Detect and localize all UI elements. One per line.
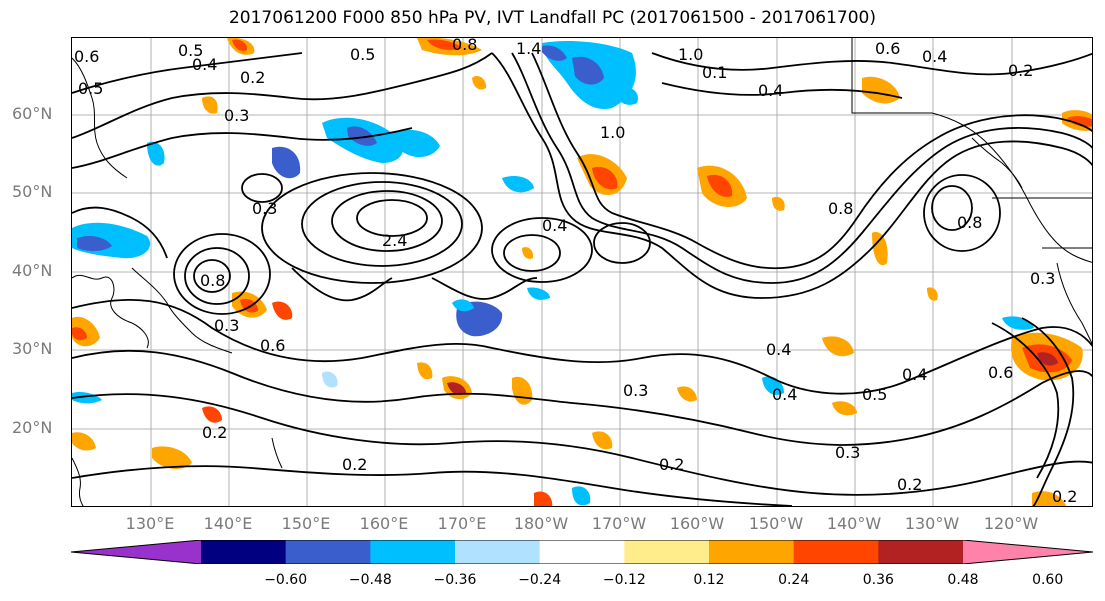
- lon-label-130w: 130°W: [904, 514, 960, 533]
- lon-label-150e: 150°E: [281, 514, 331, 533]
- map-panel: 0.5 0.4 0.5 0.8 1.4 1.0 0.6 0.4 0.2 0.6 …: [71, 37, 1093, 507]
- lon-label-120w: 120°W: [983, 514, 1039, 533]
- contour-label: 1.0: [600, 123, 625, 142]
- contour-label: 0.2: [1008, 61, 1033, 80]
- contour-label: 0.5: [78, 79, 103, 98]
- colorbar-segment: [285, 540, 371, 564]
- colorbar-segment: [455, 540, 541, 564]
- contour-label: 0.4: [902, 365, 927, 384]
- contour-label: 0.6: [260, 336, 285, 355]
- colorbar-segment: [370, 540, 456, 564]
- contour-label: 0.1: [702, 63, 727, 82]
- contour-label: 1.0: [678, 45, 703, 64]
- contour-label: 0.4: [758, 81, 783, 100]
- colorbar-tick-label: 0.48: [947, 572, 979, 588]
- colorbar-tick-label: 0.60: [1032, 572, 1064, 588]
- contour-label: 0.6: [988, 363, 1013, 382]
- lon-label-140e: 140°E: [203, 514, 253, 533]
- colorbar-tick-label: −0.60: [264, 572, 308, 588]
- contour-label: 0.2: [342, 455, 367, 474]
- contour-label: 0.3: [224, 106, 249, 125]
- contour-label-layer: 0.5 0.4 0.5 0.8 1.4 1.0 0.6 0.4 0.2 0.6 …: [74, 38, 1077, 506]
- graticule: [72, 38, 1092, 506]
- colorbar-tick-label: −0.48: [348, 572, 392, 588]
- contour-label: 0.8: [957, 213, 982, 232]
- contour-label: 2.4: [382, 231, 407, 250]
- lon-label-150w: 150°W: [748, 514, 804, 533]
- lon-label-170e: 170°E: [437, 514, 487, 533]
- contour-label: 0.5: [862, 385, 887, 404]
- contour-label: 0.3: [835, 443, 860, 462]
- coastline: [72, 38, 1092, 506]
- lat-label-20n: 20°N: [12, 418, 53, 437]
- colorbar-tick-label: 0.24: [778, 572, 810, 588]
- contour-label: 0.3: [252, 199, 277, 218]
- contour-label: 0.6: [74, 47, 99, 66]
- colorbar-segment: [539, 540, 625, 564]
- lon-label-170w: 170°W: [591, 514, 647, 533]
- lon-label-130e: 130°E: [125, 514, 175, 533]
- lon-label-160w: 160°W: [669, 514, 725, 533]
- colorbar-extend-high: [963, 540, 1093, 564]
- contour-label: 0.4: [766, 340, 791, 359]
- colorbar-segment: [709, 540, 795, 564]
- lon-label-140w: 140°W: [826, 514, 882, 533]
- contour-label: 0.2: [1052, 487, 1077, 506]
- lat-label-60n: 60°N: [12, 104, 53, 123]
- colorbar-tick-label: 0.36: [862, 572, 894, 588]
- contour-label: 0.3: [623, 381, 648, 400]
- colorbar-segments: [71, 540, 1093, 564]
- colorbar-segment: [201, 540, 287, 564]
- colorbar-segment: [624, 540, 710, 564]
- lat-label-30n: 30°N: [12, 339, 53, 358]
- colorbar-extend-low: [71, 540, 201, 564]
- colorbar-tick-label: −0.12: [602, 572, 646, 588]
- contour-label: 0.5: [350, 45, 375, 64]
- contour-label: 0.5: [178, 41, 203, 60]
- contour-label: 1.4: [516, 39, 541, 58]
- colorbar-tick-label: −0.36: [433, 572, 477, 588]
- contour-label: 0.3: [1030, 269, 1055, 288]
- map-svg: 0.5 0.4 0.5 0.8 1.4 1.0 0.6 0.4 0.2 0.6 …: [72, 38, 1092, 506]
- lon-label-180w: 180°W: [513, 514, 569, 533]
- contour-label: 0.8: [452, 38, 477, 54]
- contour-label: 0.2: [240, 68, 265, 87]
- contour-label: 0.4: [922, 47, 947, 66]
- ivt-contours: [72, 52, 1092, 506]
- contour-label: 0.4: [772, 385, 797, 404]
- colorbar-segment: [878, 540, 964, 564]
- contour-label: 0.8: [828, 199, 853, 218]
- chart-title: 2017061200 F000 850 hPa PV, IVT Landfall…: [228, 8, 876, 28]
- contour-label: 0.3: [214, 316, 239, 335]
- lat-label-50n: 50°N: [12, 182, 53, 201]
- contour-label: 0.2: [659, 455, 684, 474]
- colorbar-segment: [793, 540, 879, 564]
- contour-label: 0.2: [897, 475, 922, 494]
- lat-label-40n: 40°N: [12, 261, 53, 280]
- lon-label-160e: 160°E: [359, 514, 409, 533]
- colorbar-tick-label: 0.12: [693, 572, 725, 588]
- contour-label: 0.6: [875, 39, 900, 58]
- contour-label: 0.4: [542, 216, 567, 235]
- colorbar: [71, 540, 1093, 564]
- contour-label: 0.8: [200, 271, 225, 290]
- contour-label: 0.4: [192, 55, 217, 74]
- colorbar-tick-label: −0.24: [518, 572, 562, 588]
- contour-label: 0.2: [202, 423, 227, 442]
